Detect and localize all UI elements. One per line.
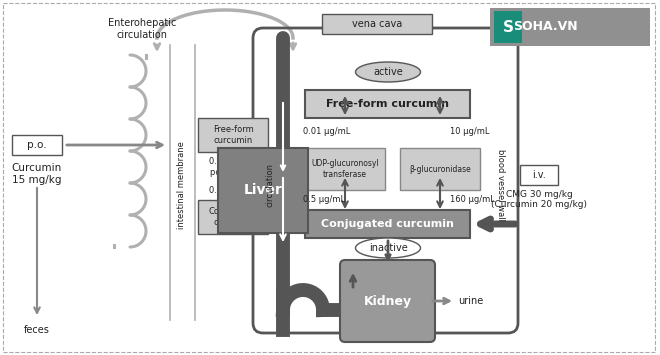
Ellipse shape (356, 62, 420, 82)
FancyBboxPatch shape (340, 260, 435, 342)
Bar (12, 135, 62, 155)
Bar (400, 148, 480, 190)
Bar (305, 148, 385, 190)
Ellipse shape (356, 238, 420, 258)
Text: Curcumin
15 mg/kg: Curcumin 15 mg/kg (12, 163, 62, 185)
Text: intestinal membrane: intestinal membrane (178, 141, 187, 229)
Text: p.o.: p.o. (27, 140, 47, 150)
Text: Conjugated
curcumin: Conjugated curcumin (209, 207, 257, 227)
Text: portal vein: portal vein (211, 168, 255, 177)
Text: 0.01 μg/mL: 0.01 μg/mL (303, 127, 350, 137)
Text: urine: urine (458, 296, 483, 306)
Text: 0.5 μg/mL: 0.5 μg/mL (303, 196, 345, 204)
Text: Free-form curcumin: Free-form curcumin (326, 99, 449, 109)
Text: active: active (373, 67, 403, 77)
Text: S: S (502, 20, 513, 34)
Text: Enterohepatic
circulation: Enterohepatic circulation (108, 18, 176, 40)
Text: Conjugated curcumin: Conjugated curcumin (321, 219, 454, 229)
Text: blood vessel wall: blood vessel wall (496, 149, 504, 221)
Text: 0.04 μg/mL: 0.04 μg/mL (209, 157, 257, 166)
Text: feces: feces (24, 325, 50, 335)
Text: inactive: inactive (369, 243, 407, 253)
Text: Kidney: Kidney (364, 295, 412, 307)
Text: Free-form
curcumin: Free-form curcumin (213, 125, 253, 145)
Bar (494, 11, 522, 43)
Text: SOHA.VN: SOHA.VN (513, 21, 578, 33)
Bar (198, 118, 268, 152)
Text: 0.75 μg/mL: 0.75 μg/mL (209, 186, 257, 195)
Bar (198, 200, 268, 234)
Text: Liver: Liver (244, 184, 282, 197)
Bar (490, 8, 650, 46)
Text: β-glucuronidase: β-glucuronidase (409, 164, 471, 174)
Text: circulation: circulation (265, 163, 275, 207)
Bar (218, 148, 308, 233)
Text: 10 μg/mL: 10 μg/mL (450, 127, 490, 137)
Text: vena cava: vena cava (352, 19, 402, 29)
Text: i.v.: i.v. (532, 170, 546, 180)
Text: CMG 30 mg/kg
(Curcumin 20 mg/kg): CMG 30 mg/kg (Curcumin 20 mg/kg) (491, 190, 587, 209)
Text: 160 μg/mL: 160 μg/mL (450, 196, 495, 204)
Bar (520, 165, 558, 185)
Bar (322, 14, 432, 34)
Text: UDP-glucuronosyl
transferase: UDP-glucuronosyl transferase (311, 159, 379, 179)
Bar (305, 210, 470, 238)
Bar (305, 90, 470, 118)
